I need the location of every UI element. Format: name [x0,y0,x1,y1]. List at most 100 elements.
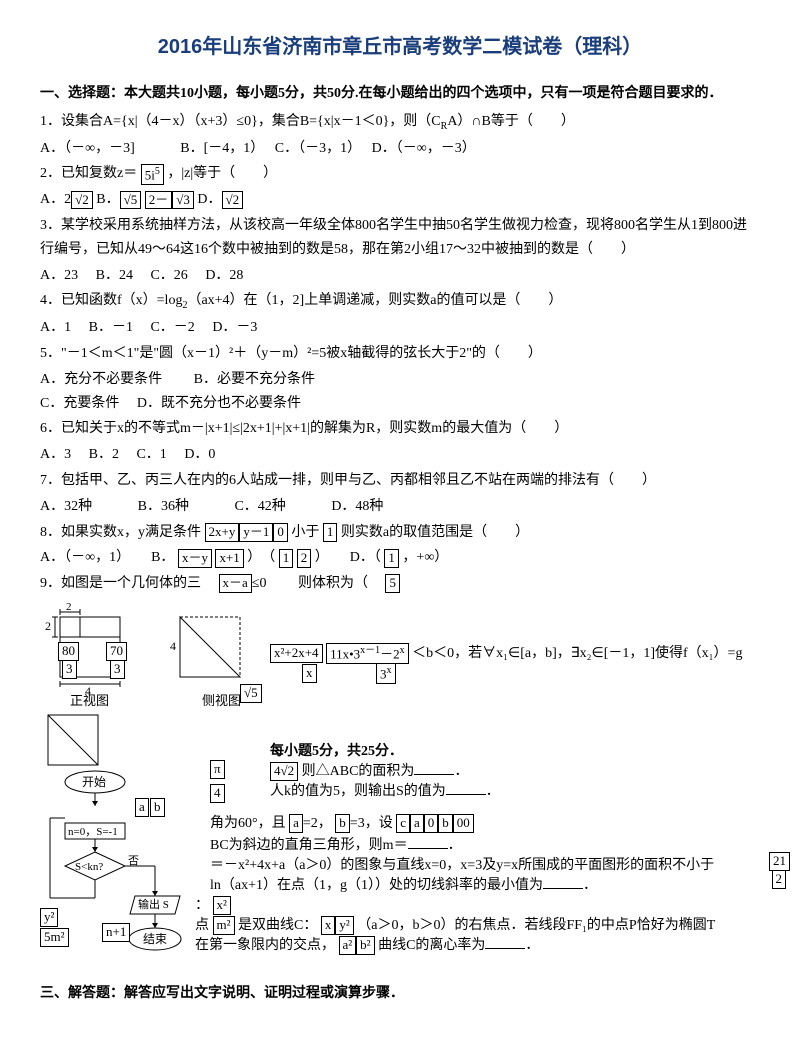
question-2: 2．已知复数z＝ 5i5 ，|z|等于（ ） [40,162,760,186]
q7-optC: C．42种 [234,499,285,514]
q4-stem: 4．已知函数f（x）=log [40,293,182,308]
q3-optA: A．23 [40,268,78,283]
top-view-svg [40,710,110,770]
q6-optB: B．2 [89,447,119,462]
section3-heading: 三、解答题：解答应写出文字说明、证明过程或演算步骤． [40,982,760,1006]
figures-region: 2 2 4 正视图 4 侧视图 80 3 70 3 x²+2x+4 11x•3x… [40,602,760,762]
q9-eq-denom-row: x 3x [302,662,396,686]
s2-box-5m2: 5m² [40,928,69,947]
q8-l2-mid2: ） D．（ [315,550,381,565]
q2-box-5i: 5i5 [141,164,164,185]
q2-optB: B． [96,192,119,207]
s2-box-c5: 00 [453,814,474,833]
q4-optC: C．－2 [150,320,194,335]
s2-box-c3: 0 [424,814,439,833]
q8-l3-box2: 5 [385,574,400,593]
fv-num2a: 2 [45,619,51,633]
question-3: 3．某学校采用系统抽样方法，从该校高一年级全体800名学生中抽50名学生做视力检… [40,214,760,262]
s2-box-21: 21 [769,852,790,871]
q9-boxA2: 3 [62,660,77,679]
flow-init: n=0，S=-1 [68,826,118,838]
q1-stem2: A）∩B等于（ ） [447,114,575,129]
s2-curve: ＝－x²+4x+a（a＞0）的图象与直线x=0，x=3及y=x所围成的平面图形的… [210,858,714,873]
question-4: 4．已知函数f（x）=log2（ax+4）在（1，2]上单调递减，则实数a的值可… [40,289,760,314]
s2-box-x2: x² [213,896,231,915]
s2-box-y2: y² [40,908,58,927]
fv-label: 正视图 [70,693,109,707]
s2-ln: ln（ax+1）在点（1，g（1））处的切线斜率的最小值为 [210,878,543,893]
q8-l2-box3: 1 [279,549,294,568]
q3-optD: D．28 [205,268,243,283]
q7-optD: D．48种 [331,499,383,514]
q9-eq-box: x²+2x+4 [270,644,323,663]
s2-pi-boxes: π 4 [210,758,225,806]
s2-focus2: （a＞0，b＞0）的右焦点．若线段FF₁的中点P恰好为椭圆T [357,918,715,933]
s2-k-row: 人k的值为5，则输出S的值为． [270,780,500,804]
question-1: 1．设集合A={x|（4－x）（x+3）≤0}，集合B={x|x－1＜0}，则（… [40,110,760,135]
q3-options: A．23 B．24 C．26 D．28 [40,264,760,288]
s2-box-y2b: y² [335,916,353,935]
q8-box2: y－1 [239,523,273,542]
q8-l3-le: ≤0 [252,576,267,591]
fv-num2b: 2 [66,602,72,613]
s2-box-2: 2 [772,870,787,889]
s2-k: 人k的值为5，则输出S的值为 [270,784,446,799]
q7-options: A．32种 B．36种 C．42种 D．48种 [40,495,760,519]
q9-boxB2: 3 [110,660,125,679]
q7-optA: A．32种 [40,499,92,514]
q9-boxA: 80 [58,642,79,661]
s2-ln-row: ln（ax+1）在点（1，g（1））处的切线斜率的最小值为． [210,874,597,898]
s2-box-c1: c [396,814,410,833]
q2-optD-box: √2 [222,191,244,210]
q8-stem: 8．如果实数x，y满足条件 [40,525,201,540]
q9-stem: 9．如图是一个几何体的三 [40,576,201,591]
s2-box-m2: m² [213,916,235,935]
q8-options: A．（－∞，1） B． x－y x+1 ） （ 1 2 ） D．（ 1 ，+∞） [40,546,760,570]
q8-l2-box2: x+1 [215,549,243,568]
question-6: 6．已知关于x的不等式m－|x+1|≤|2x+1|+|x+1|的解集为R，则实数… [40,417,760,441]
q4-options: A．1 B．－1 C．－2 D．－3 [40,316,760,340]
q2-optB-box: √5 [120,191,142,210]
flow-end: 结束 [143,932,167,946]
s2-box-4: 4 [210,784,225,803]
q1-optD: D．（－∞，－3） [372,141,476,156]
q8-l2-box5: 1 [384,549,399,568]
q3-optB: B．24 [96,268,133,283]
blank-quad [485,935,525,949]
q8-l2-mid: ） （ [247,550,275,565]
flow-cond: S<kn? [75,861,103,873]
q9-eq-tail: ＜b＜0，若∀x₁∈[a，b]，∃x₂∈[－1，1]使得f（x₁）=g [412,646,742,661]
flow-start: 开始 [82,775,106,789]
q5-optC: C．充要条件 [40,396,119,411]
sv-label: 侧视图 [202,693,241,707]
s2-quad: 曲线C的离心率为 [378,938,485,953]
q5-optA: A．充分不必要条件 [40,372,162,387]
q4-optB: B．－1 [89,320,133,335]
q4-optD: D．－3 [212,320,257,335]
q5-optD: D．既不充分也不必要条件 [137,396,301,411]
section2-region: 开始 n=0，S=-1 S<kn? 否 输出 S 结束 a b n+1 y² 5… [40,768,760,968]
q1-options: A．（－∞，－3] B．[－4，1） C．（－3，1） D．（－∞，－3） [40,137,760,161]
q2-options: A．2√2 B．√5 2－√3 D．√2 [40,188,760,212]
section1-heading: 一、选择题：本大题共10小题，每小题5分，共50分.在每小题给出的四个选项中，只… [40,82,760,106]
flow-box-n1: n+1 [102,923,130,942]
q6-optA: A．3 [40,447,71,462]
s2-box-pi: π [210,760,225,779]
s2-quad-row: 在第一象限内的交点， a²b² 曲线C的离心率为． [195,934,539,958]
q2-stem: 2．已知复数z＝ [40,166,137,181]
q6-options: A．3 B．2 C．1 D．0 [40,443,760,467]
q8-l2-end: ，+∞） [402,550,448,565]
q6-optD: D．0 [184,447,215,462]
flow-out: 输出 S [138,897,169,911]
q8-l2-box1: x－y [178,549,212,568]
s2-angle: 角为60°，且 [210,816,286,831]
question-8: 8．如果实数x，y满足条件 2x+yy－10 小于 1 则实数a的取值范围是（ … [40,521,760,545]
q2-optD: D． [197,192,221,207]
s2-angle-row: 角为60°，且 a=2， b=3，设 ca0b00 [210,812,474,836]
q3-optC: C．26 [150,268,187,283]
question-5: 5．"－1＜m＜1"是"圆（x－1）²＋（y－m）²=5被x轴截得的弦长大于2"… [40,342,760,366]
question-9-stem: 9．如图是一个几何体的三 x－a≤0 则体积为（ 5 [40,572,760,596]
q2-optA-box: √2 [71,191,93,210]
q1-stem: 1．设集合A={x|（4－x）（x+3）≤0}，集合B={x|x－1＜0}，则（… [40,114,441,129]
s2-focus: 是双曲线C： [238,918,317,933]
